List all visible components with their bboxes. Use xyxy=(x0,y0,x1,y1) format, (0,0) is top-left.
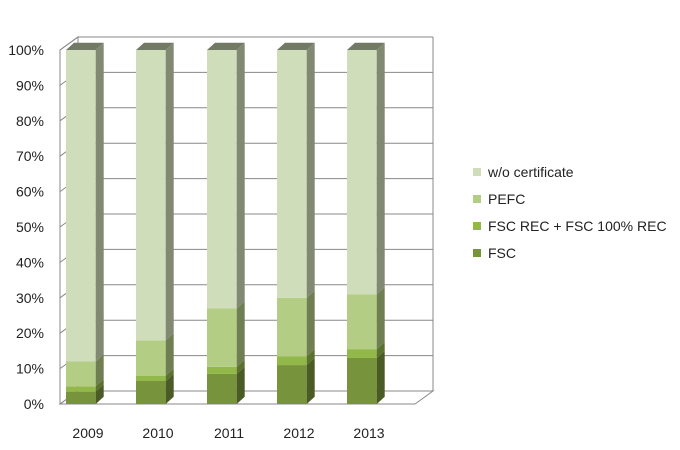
chart-bars xyxy=(66,42,385,404)
bar-segment xyxy=(66,379,104,392)
y-tick-label: 10% xyxy=(16,361,44,377)
bar-segment xyxy=(347,350,385,404)
x-tick-label: 2012 xyxy=(283,425,314,441)
y-axis-tick-labels: 0% 10% 20% 30% 40% 50% 60% 70% 80% 90% 100% xyxy=(8,42,44,412)
gridline xyxy=(59,36,433,51)
bar-segment xyxy=(207,359,245,374)
legend-label: w/o certificate xyxy=(487,164,574,180)
legend-item: PEFC xyxy=(473,191,525,207)
legend-swatch xyxy=(473,222,481,230)
legend-swatch xyxy=(473,195,481,203)
bar-segment xyxy=(277,42,315,298)
bar-segment xyxy=(136,42,174,341)
y-tick-label: 40% xyxy=(16,254,44,270)
chart-legend: w/o certificate PEFC FSC REC + FSC 100% RE… xyxy=(473,164,667,261)
bar-segment xyxy=(136,373,174,404)
bar-segment xyxy=(66,384,104,404)
bar-segment xyxy=(66,354,104,387)
x-tick-label: 2011 xyxy=(214,425,244,441)
y-tick-label: 20% xyxy=(16,325,44,341)
y-tick-label: 50% xyxy=(16,219,44,235)
y-tick-label: 0% xyxy=(24,396,44,412)
x-tick-label: 2009 xyxy=(72,425,103,441)
bar-segment xyxy=(277,349,315,366)
legend-label: PEFC xyxy=(488,191,525,207)
legend-label: FSC xyxy=(488,245,516,261)
y-tick-label: 80% xyxy=(16,113,44,129)
legend-item: FSC xyxy=(473,245,516,261)
y-tick-label: 70% xyxy=(16,148,44,164)
bar-segment xyxy=(136,333,174,376)
legend-item: FSC REC + FSC 100% REC xyxy=(473,218,667,234)
bar-segment xyxy=(207,301,245,367)
bar-segment xyxy=(207,366,245,404)
bar-segment xyxy=(347,42,385,295)
bar-segment xyxy=(347,287,385,350)
y-tick-label: 60% xyxy=(16,184,44,200)
x-axis-tick-labels: 2009 2010 2011 2012 2013 xyxy=(72,425,384,441)
bar-segment xyxy=(347,341,385,358)
legend-item: w/o certificate xyxy=(473,164,574,180)
legend-swatch xyxy=(473,168,481,176)
legend-label: FSC REC + FSC 100% REC xyxy=(488,218,667,234)
y-tick-label: 90% xyxy=(16,77,44,93)
x-tick-label: 2013 xyxy=(353,425,384,441)
y-tick-label: 30% xyxy=(16,290,44,306)
bar-segment xyxy=(136,368,174,381)
x-tick-label: 2010 xyxy=(142,425,173,441)
bar-segment xyxy=(277,357,315,404)
bar-segment xyxy=(66,42,104,362)
bar-segment xyxy=(277,290,315,357)
legend-swatch xyxy=(473,249,481,257)
bar-segment xyxy=(207,42,245,309)
y-tick-label: 100% xyxy=(8,42,44,58)
